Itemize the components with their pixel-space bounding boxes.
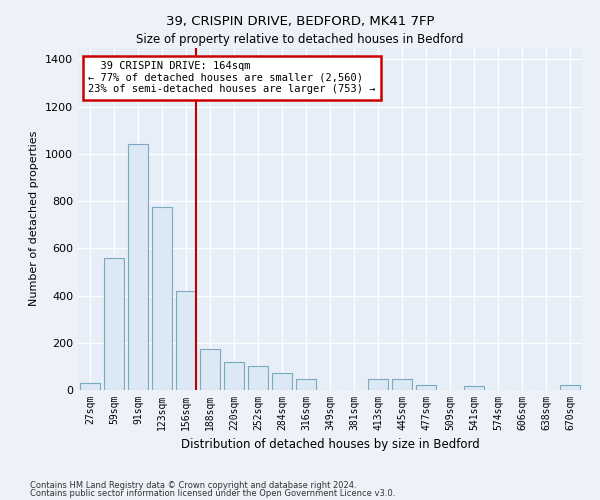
Bar <box>296 380 316 390</box>
Bar <box>392 380 412 390</box>
Bar <box>416 386 436 390</box>
Bar <box>128 144 148 390</box>
Bar <box>104 258 124 390</box>
Bar <box>224 362 244 390</box>
Text: 39 CRISPIN DRIVE: 164sqm  
← 77% of detached houses are smaller (2,560)
23% of s: 39 CRISPIN DRIVE: 164sqm ← 77% of detach… <box>88 61 376 94</box>
Text: Contains public sector information licensed under the Open Government Licence v3: Contains public sector information licen… <box>30 489 395 498</box>
Bar <box>200 348 220 390</box>
Bar <box>152 207 172 390</box>
X-axis label: Distribution of detached houses by size in Bedford: Distribution of detached houses by size … <box>181 438 479 452</box>
Bar <box>560 386 580 390</box>
Bar <box>80 383 100 390</box>
Bar <box>248 366 268 390</box>
Bar <box>176 291 196 390</box>
Text: Size of property relative to detached houses in Bedford: Size of property relative to detached ho… <box>136 32 464 46</box>
Y-axis label: Number of detached properties: Number of detached properties <box>29 131 40 306</box>
Bar <box>368 380 388 390</box>
Text: Contains HM Land Registry data © Crown copyright and database right 2024.: Contains HM Land Registry data © Crown c… <box>30 480 356 490</box>
Bar <box>272 374 292 390</box>
Bar <box>464 386 484 390</box>
Text: 39, CRISPIN DRIVE, BEDFORD, MK41 7FP: 39, CRISPIN DRIVE, BEDFORD, MK41 7FP <box>166 15 434 28</box>
